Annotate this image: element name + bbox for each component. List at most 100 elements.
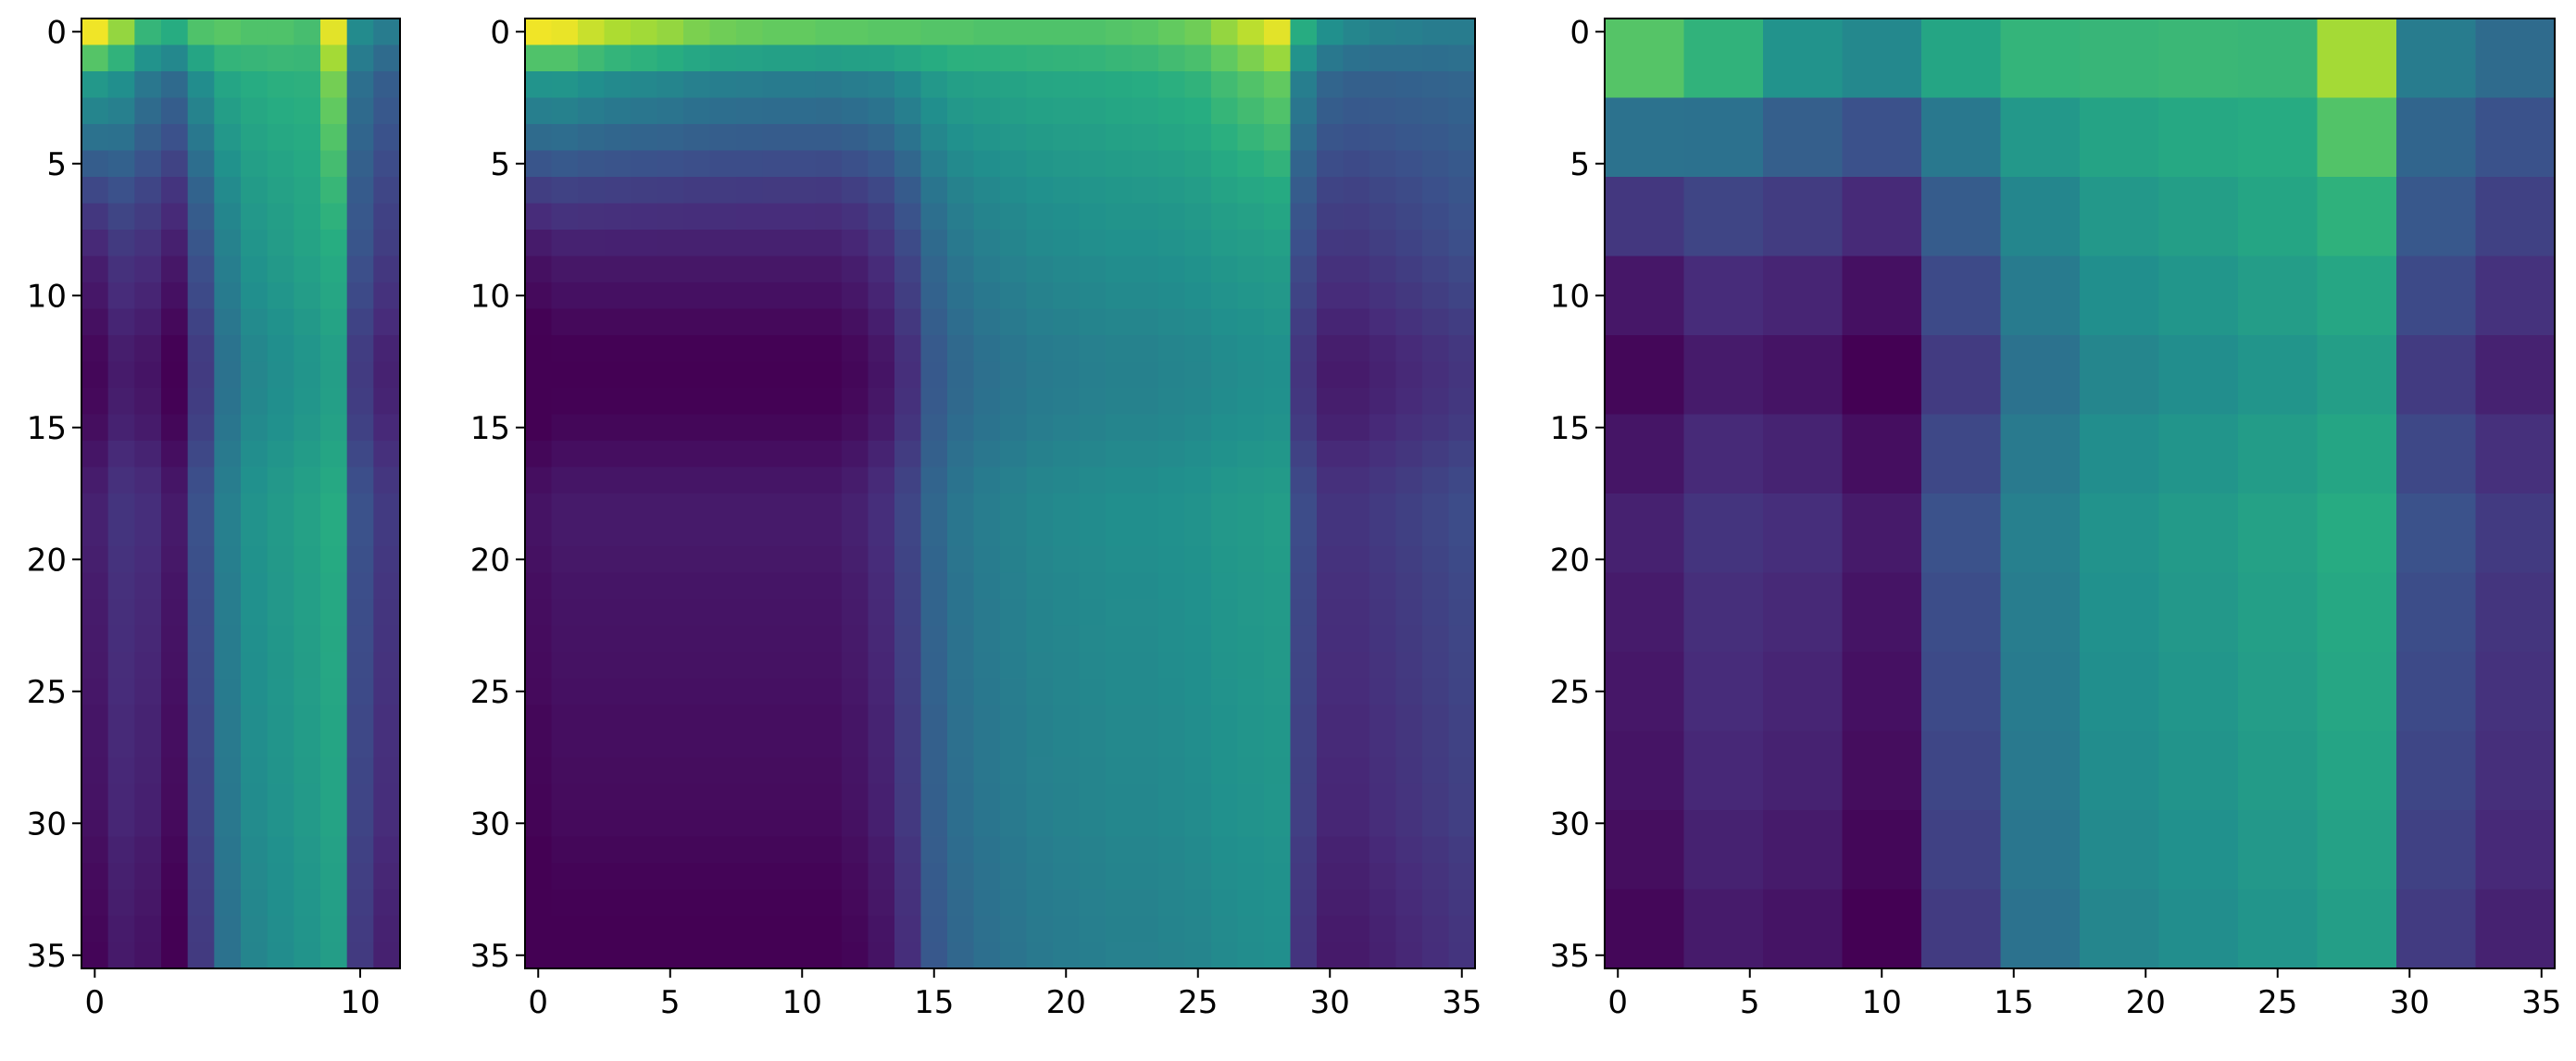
heatmap-cell	[1369, 177, 1397, 205]
heatmap-cell	[2238, 414, 2319, 494]
heatmap-cell	[1211, 652, 1239, 680]
heatmap-cell	[373, 124, 401, 152]
heatmap-cell	[134, 652, 162, 680]
heatmap-cell	[868, 71, 895, 99]
heatmap-cell	[161, 652, 189, 680]
heatmap-cell	[657, 546, 684, 574]
heatmap-cell	[815, 836, 843, 864]
heatmap-cell	[1000, 467, 1028, 494]
heatmap-cell	[81, 863, 109, 891]
heatmap-cell	[1237, 705, 1265, 732]
heatmap-cell	[2475, 97, 2556, 178]
heatmap-cell	[187, 916, 215, 943]
heatmap-cell	[1132, 730, 1159, 758]
heatmap-cell	[631, 388, 658, 416]
heatmap-cell	[631, 230, 658, 257]
heatmap-cell	[81, 388, 109, 416]
heatmap-cell	[1237, 889, 1265, 917]
heatmap-cell	[1290, 71, 1318, 99]
heatmap-cell	[1763, 177, 1844, 257]
heatmap-cell	[107, 942, 135, 969]
heatmap-cell	[1079, 282, 1107, 310]
heatmap-cell	[1264, 783, 1292, 811]
heatmap-cell	[1211, 705, 1239, 732]
heatmap-cell	[604, 599, 631, 627]
heatmap-cell	[1369, 863, 1397, 891]
heatmap-cell	[815, 942, 843, 969]
heatmap-cell	[1422, 150, 1450, 178]
heatmap-cell	[294, 177, 321, 205]
heatmap-cell	[604, 889, 631, 917]
heatmap-cell	[187, 652, 215, 680]
heatmap-cell	[373, 256, 401, 283]
heatmap-cell	[973, 361, 1001, 389]
heatmap-cell	[894, 942, 922, 969]
heatmap-cell	[842, 783, 869, 811]
heatmap-cell	[134, 230, 162, 257]
heatmap-cell	[920, 44, 948, 72]
heatmap-cell	[1158, 889, 1186, 917]
heatmap-cell	[868, 361, 895, 389]
heatmap-cell	[346, 572, 374, 600]
heatmap-cell	[868, 757, 895, 785]
heatmap-cell	[81, 836, 109, 864]
heatmap-cell	[683, 388, 711, 416]
heatmap-cell	[1683, 414, 1764, 494]
heatmap-cell	[81, 599, 109, 627]
heatmap-cell	[1422, 678, 1450, 705]
heatmap-cell	[107, 282, 135, 310]
heatmap-cell	[578, 308, 606, 336]
heatmap-cell	[1184, 203, 1212, 231]
heatmap-cell	[525, 572, 553, 600]
heatmap-cell	[1683, 19, 1764, 99]
heatmap-cell	[1395, 810, 1423, 838]
heatmap-cell	[604, 282, 631, 310]
heatmap-cell	[1026, 783, 1054, 811]
heatmap-cell	[683, 71, 711, 99]
heatmap-cell	[267, 97, 294, 125]
heatmap-cell	[187, 889, 215, 917]
heatmap-cell	[373, 863, 401, 891]
x-tick-label: 0	[1607, 984, 1628, 1021]
heatmap-cell	[346, 150, 374, 178]
heatmap-cell	[604, 625, 631, 653]
heatmap-cell	[320, 810, 348, 838]
heatmap-cell	[267, 467, 294, 494]
heatmap-cell	[1448, 361, 1476, 389]
heatmap-cell	[1026, 71, 1054, 99]
heatmap-cell	[868, 97, 895, 125]
heatmap-cell	[373, 916, 401, 943]
heatmap-cell	[241, 546, 269, 574]
heatmap-cell	[578, 783, 606, 811]
heatmap-cell	[1158, 519, 1186, 547]
heatmap-cell	[1211, 625, 1239, 653]
heatmap-cell	[578, 19, 606, 46]
heatmap-cell	[2396, 730, 2477, 811]
heatmap-cell	[1369, 730, 1397, 758]
heatmap-cell	[894, 493, 922, 521]
heatmap-cell	[2158, 572, 2239, 653]
heatmap-cell	[1184, 757, 1212, 785]
heatmap-cell	[346, 441, 374, 468]
heatmap-cell	[267, 599, 294, 627]
heatmap-cell	[1000, 757, 1028, 785]
heatmap-cell	[736, 916, 764, 943]
x-tick-label: 10	[782, 984, 822, 1021]
heatmap-cell	[1264, 519, 1292, 547]
heatmap-cell	[1053, 546, 1081, 574]
heatmap-cell	[294, 230, 321, 257]
heatmap-cell	[1000, 71, 1028, 99]
heatmap-cell	[973, 757, 1001, 785]
heatmap-cell	[214, 335, 242, 363]
heatmap-cell	[161, 71, 189, 99]
heatmap-cell	[1422, 335, 1450, 363]
heatmap-cell	[973, 308, 1001, 336]
heatmap-cell	[1317, 810, 1344, 838]
heatmap-cell	[1026, 572, 1054, 600]
heatmap-cell	[657, 256, 684, 283]
heatmap-cell	[214, 308, 242, 336]
heatmap-cell	[2000, 335, 2081, 416]
heatmap-cell	[868, 124, 895, 152]
heatmap-cell	[1026, 335, 1054, 363]
heatmap-cell	[2000, 177, 2081, 257]
